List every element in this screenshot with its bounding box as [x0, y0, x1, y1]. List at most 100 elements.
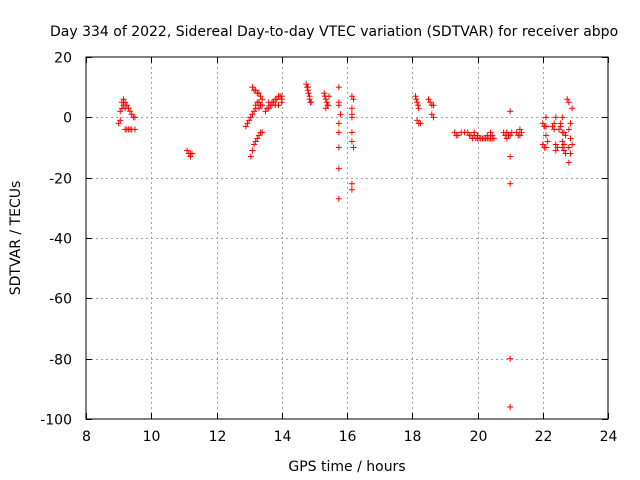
data-point — [252, 138, 259, 145]
data-point — [259, 129, 266, 136]
data-point — [251, 108, 258, 115]
data-point — [325, 102, 332, 109]
data-point — [249, 111, 256, 118]
data-point — [189, 150, 196, 157]
data-point — [326, 93, 333, 100]
data-point — [305, 90, 312, 97]
data-point — [120, 96, 127, 103]
data-point — [323, 99, 330, 106]
data-point — [115, 120, 122, 127]
data-point — [569, 105, 576, 112]
data-point — [552, 147, 559, 154]
data-point — [255, 105, 262, 112]
x-tick-label: 16 — [339, 429, 357, 445]
data-point — [427, 99, 434, 106]
data-point — [348, 186, 355, 193]
data-point — [569, 141, 576, 148]
data-point — [543, 144, 550, 151]
y-tick-label: -20 — [49, 172, 72, 188]
data-point — [565, 99, 572, 106]
x-tick-label: 8 — [82, 429, 91, 445]
data-point — [322, 105, 329, 112]
data-point — [490, 135, 497, 142]
data-point — [557, 120, 564, 127]
data-point — [275, 102, 282, 109]
data-point — [348, 129, 355, 136]
data-point — [131, 114, 138, 121]
data-point — [451, 129, 458, 136]
data-point — [507, 180, 514, 187]
data-points — [115, 81, 576, 410]
data-point — [337, 111, 344, 118]
data-point — [464, 129, 471, 136]
data-point — [335, 195, 342, 202]
data-point — [415, 102, 422, 109]
data-point — [335, 144, 342, 151]
data-point — [503, 135, 510, 142]
data-point — [247, 153, 254, 160]
axis-ticks: 8 10 12 14 16 18 20 22 24 -100 -80 -60 -40 -20 0 20 — [40, 51, 617, 446]
data-point — [249, 147, 256, 154]
data-point — [348, 114, 355, 121]
data-point — [348, 180, 355, 187]
data-point — [259, 102, 266, 109]
data-point — [560, 141, 567, 148]
data-point — [516, 132, 523, 139]
y-tick-label: -100 — [40, 413, 72, 429]
data-point — [350, 144, 357, 151]
data-point — [567, 135, 574, 142]
x-tick-label: 24 — [600, 429, 618, 445]
data-point — [559, 138, 566, 145]
data-point — [254, 135, 261, 142]
data-point — [257, 93, 264, 100]
chart-title: Day 334 of 2022, Sidereal Day-to-day VTE… — [50, 24, 618, 40]
data-point — [303, 81, 310, 88]
data-point — [265, 105, 272, 112]
data-point — [246, 117, 253, 124]
data-point — [128, 111, 135, 118]
data-point — [556, 126, 563, 133]
data-point — [335, 165, 342, 172]
data-point — [251, 141, 258, 148]
x-tick-label: 14 — [274, 429, 292, 445]
data-point — [348, 138, 355, 145]
data-point — [543, 123, 550, 130]
data-point — [544, 138, 551, 145]
data-point — [552, 141, 559, 148]
y-tick-label: -60 — [49, 292, 72, 308]
data-point — [507, 355, 514, 362]
data-point — [507, 403, 514, 410]
data-point — [413, 96, 420, 103]
data-point — [335, 120, 342, 127]
data-point — [255, 90, 262, 97]
data-point — [417, 120, 424, 127]
data-point — [131, 126, 138, 133]
data-point — [474, 132, 481, 139]
data-point — [125, 105, 132, 112]
data-point — [414, 99, 421, 106]
data-point — [335, 84, 342, 91]
data-point — [184, 147, 191, 154]
data-point — [123, 102, 130, 109]
data-point — [249, 84, 256, 91]
x-tick-label: 22 — [535, 429, 553, 445]
data-point — [560, 129, 567, 136]
data-point — [565, 126, 572, 133]
data-point — [518, 129, 525, 136]
data-point — [507, 153, 514, 160]
x-axis-label: GPS time / hours — [288, 459, 405, 475]
data-point — [543, 114, 550, 121]
data-point — [412, 93, 419, 100]
data-point — [454, 132, 461, 139]
data-point — [262, 108, 269, 115]
data-point — [308, 99, 315, 106]
data-point — [507, 108, 514, 115]
data-point — [127, 108, 134, 115]
data-point — [350, 96, 357, 103]
data-point — [567, 120, 574, 127]
data-point — [259, 96, 266, 103]
data-point — [564, 96, 571, 103]
data-point — [278, 99, 285, 106]
data-point — [551, 120, 558, 127]
